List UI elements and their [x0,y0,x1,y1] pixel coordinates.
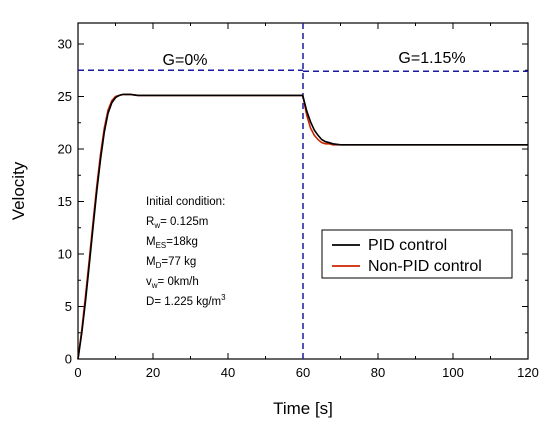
y-tick-label: 30 [58,37,72,52]
y-tick-label: 5 [65,299,72,314]
y-tick-label: 10 [58,247,72,262]
x-tick-label: 20 [146,365,160,380]
x-tick-label: 100 [442,365,464,380]
y-tick-label: 20 [58,142,72,157]
condition-line: vw= 0km/h [146,276,199,290]
condition-line: MD=77 kg [146,256,196,270]
condition-line: Rw= 0.125m [146,216,208,230]
y-tick-label: 25 [58,89,72,104]
x-axis-title: Time [s] [273,399,333,418]
x-tick-label: 40 [221,365,235,380]
legend-box [321,229,513,279]
series-line-pid-control [77,93,528,360]
y-axis-title: Velocity [9,161,28,220]
condition-line: D= 1.225 kg/m3 [146,293,226,308]
legend-label-pid-control: PID control [368,237,447,254]
condition-line: MES=18kg [146,236,198,250]
legend-label-non-pid-control: Non-PID control [368,258,482,275]
x-tick-label: 120 [517,365,539,380]
y-tick-label: 15 [58,194,72,209]
plot-area: 0 20 40 60 80 100 120 0 5 10 15 20 25 30 G=0% G=1.15% In… [58,22,539,380]
x-tick-label: 60 [296,365,310,380]
x-tick-label: 0 [74,365,81,380]
y-tick-label: 0 [65,352,72,367]
x-tick-label: 80 [371,365,385,380]
region-label-right: G=1.15% [398,50,465,67]
conditions-title: Initial condition: [146,196,225,208]
region-label-left: G=0% [163,52,208,69]
